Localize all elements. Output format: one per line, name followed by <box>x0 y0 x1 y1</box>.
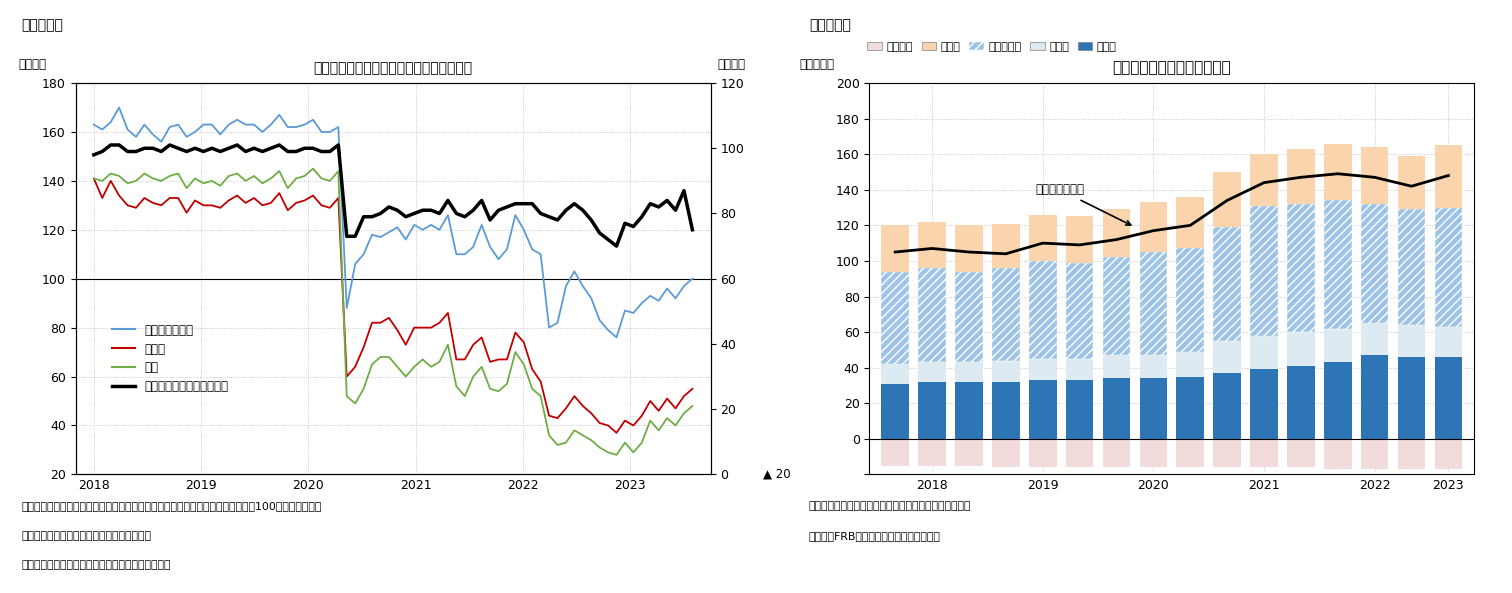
Bar <box>1325 362 1352 439</box>
Title: 米国の家計金融資産・純資産: 米国の家計金融資産・純資産 <box>1113 60 1231 75</box>
Bar <box>1213 373 1241 439</box>
Bar <box>1176 197 1204 248</box>
Bar <box>1250 369 1278 439</box>
Bar <box>1397 156 1426 209</box>
Bar <box>1287 366 1315 439</box>
Text: （資料）FRBよりニッセイ基礎研究所作成: （資料）FRBよりニッセイ基礎研究所作成 <box>809 531 940 541</box>
Bar <box>1397 325 1426 357</box>
Bar <box>992 268 1019 361</box>
Bar <box>1397 209 1426 325</box>
Text: （注）現在は購入時期として「良い」との回答割合から「悪い」の割合を引いて100を加えた指数。: （注）現在は購入時期として「良い」との回答割合から「悪い」の割合を引いて100を… <box>21 501 322 511</box>
Bar <box>918 268 947 362</box>
Bar <box>1250 439 1278 467</box>
Bar <box>1102 378 1131 439</box>
Bar <box>1066 380 1093 439</box>
Text: （図表６）: （図表６） <box>809 18 851 32</box>
Bar <box>1250 336 1278 369</box>
Bar <box>992 439 1019 467</box>
Bar <box>1250 154 1278 206</box>
Bar <box>956 272 983 362</box>
Bar <box>1066 263 1093 359</box>
Bar <box>1140 439 1167 467</box>
Bar <box>1213 227 1241 341</box>
Text: （兆ドル）: （兆ドル） <box>800 58 835 71</box>
Bar <box>918 362 947 382</box>
Bar <box>956 225 983 272</box>
Bar <box>881 384 909 439</box>
Bar <box>1213 172 1241 227</box>
Bar <box>1028 215 1057 261</box>
Bar <box>1361 323 1388 355</box>
Bar <box>1028 380 1057 439</box>
Text: （指数）: （指数） <box>18 58 47 71</box>
Bar <box>956 362 983 382</box>
Bar <box>1435 439 1462 469</box>
Bar <box>992 361 1019 382</box>
Text: （図表５）: （図表５） <box>21 18 64 32</box>
Bar <box>1287 149 1315 204</box>
Bar <box>1287 204 1315 332</box>
Bar <box>992 224 1019 268</box>
Title: 消費者信頼感指数および消費者の購買意欲: 消費者信頼感指数および消費者の購買意欲 <box>313 61 473 75</box>
Legend: 大型耐久消費財, 自動車, 住宅, 消費者信頼感指数（右軸）: 大型耐久消費財, 自動車, 住宅, 消費者信頼感指数（右軸） <box>107 319 233 398</box>
Bar <box>918 439 947 466</box>
Bar <box>1361 439 1388 469</box>
Bar <box>1028 359 1057 380</box>
Bar <box>881 225 909 272</box>
Bar <box>956 439 983 466</box>
Bar <box>881 364 909 384</box>
Bar <box>1435 357 1462 439</box>
Bar <box>1397 439 1426 469</box>
Bar <box>1361 147 1388 204</box>
Text: ▲ 20: ▲ 20 <box>764 468 791 481</box>
Text: （指数）: （指数） <box>717 58 745 71</box>
Bar <box>1213 439 1241 467</box>
Bar <box>1397 357 1426 439</box>
Bar <box>1028 261 1057 359</box>
Bar <box>1176 439 1204 467</box>
Bar <box>1250 206 1278 336</box>
Text: 大型耐久消費財は、家具、テレビなど。: 大型耐久消費財は、家具、テレビなど。 <box>21 531 151 541</box>
Bar <box>1102 355 1131 378</box>
Bar <box>1140 252 1167 355</box>
Bar <box>1287 439 1315 467</box>
Bar <box>1435 327 1462 357</box>
Bar <box>1435 208 1462 327</box>
Bar <box>992 382 1019 439</box>
Bar <box>881 272 909 364</box>
Bar <box>881 439 909 466</box>
Bar <box>1325 200 1352 329</box>
Bar <box>1102 209 1131 257</box>
Legend: 家計負債, その他, 株・投信等, 現預金, 不動産: 家計負債, その他, 株・投信等, 現預金, 不動産 <box>863 38 1120 56</box>
Bar <box>1176 248 1204 352</box>
Bar <box>1066 439 1093 467</box>
Bar <box>956 382 983 439</box>
Bar <box>1435 145 1462 208</box>
Bar <box>1140 378 1167 439</box>
Bar <box>1325 329 1352 362</box>
Bar <box>1325 439 1352 469</box>
Bar <box>1028 439 1057 467</box>
Bar <box>1140 202 1167 252</box>
Bar <box>1176 352 1204 377</box>
Bar <box>1140 355 1167 378</box>
Bar <box>918 382 947 439</box>
Bar <box>1361 355 1388 439</box>
Bar <box>1361 204 1388 323</box>
Bar <box>1102 257 1131 355</box>
Bar <box>1213 341 1241 373</box>
Text: （資料）ミシガン大学よりニッセイ基礎研究所作成: （資料）ミシガン大学よりニッセイ基礎研究所作成 <box>21 560 171 570</box>
Bar <box>1066 359 1093 380</box>
Text: （注）金融負債はマイナス表示、民間非営利団体も含む: （注）金融負債はマイナス表示、民間非営利団体も含む <box>809 501 971 511</box>
Bar <box>1066 216 1093 263</box>
Text: 家計純資産残高: 家計純資産残高 <box>1036 183 1131 225</box>
Bar <box>1325 144 1352 200</box>
Bar <box>918 222 947 268</box>
Bar <box>1102 439 1131 467</box>
Bar <box>1287 332 1315 366</box>
Bar <box>1176 377 1204 439</box>
